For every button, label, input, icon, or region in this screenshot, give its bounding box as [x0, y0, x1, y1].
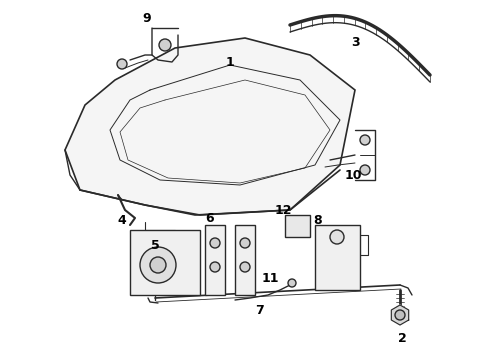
Text: 1: 1 [225, 55, 234, 68]
FancyBboxPatch shape [235, 225, 255, 295]
Text: 9: 9 [143, 12, 151, 24]
Circle shape [117, 59, 127, 69]
Text: 6: 6 [206, 212, 214, 225]
Circle shape [360, 165, 370, 175]
Circle shape [210, 262, 220, 272]
FancyBboxPatch shape [285, 215, 310, 237]
FancyBboxPatch shape [315, 225, 360, 290]
Circle shape [240, 238, 250, 248]
FancyBboxPatch shape [205, 225, 225, 295]
Text: 4: 4 [118, 213, 126, 226]
Circle shape [159, 39, 171, 51]
Circle shape [240, 262, 250, 272]
Text: 12: 12 [274, 203, 292, 216]
FancyBboxPatch shape [130, 230, 200, 295]
Text: 3: 3 [351, 36, 359, 49]
Polygon shape [392, 305, 409, 325]
Text: 10: 10 [344, 168, 362, 181]
Circle shape [140, 247, 176, 283]
Circle shape [330, 230, 344, 244]
Circle shape [150, 257, 166, 273]
Text: 11: 11 [261, 271, 279, 284]
Circle shape [360, 135, 370, 145]
Text: 2: 2 [397, 332, 406, 345]
Text: 5: 5 [150, 239, 159, 252]
Circle shape [210, 238, 220, 248]
Circle shape [395, 310, 405, 320]
Polygon shape [65, 38, 355, 215]
Text: 8: 8 [314, 213, 322, 226]
Text: 7: 7 [256, 303, 265, 316]
Circle shape [288, 279, 296, 287]
